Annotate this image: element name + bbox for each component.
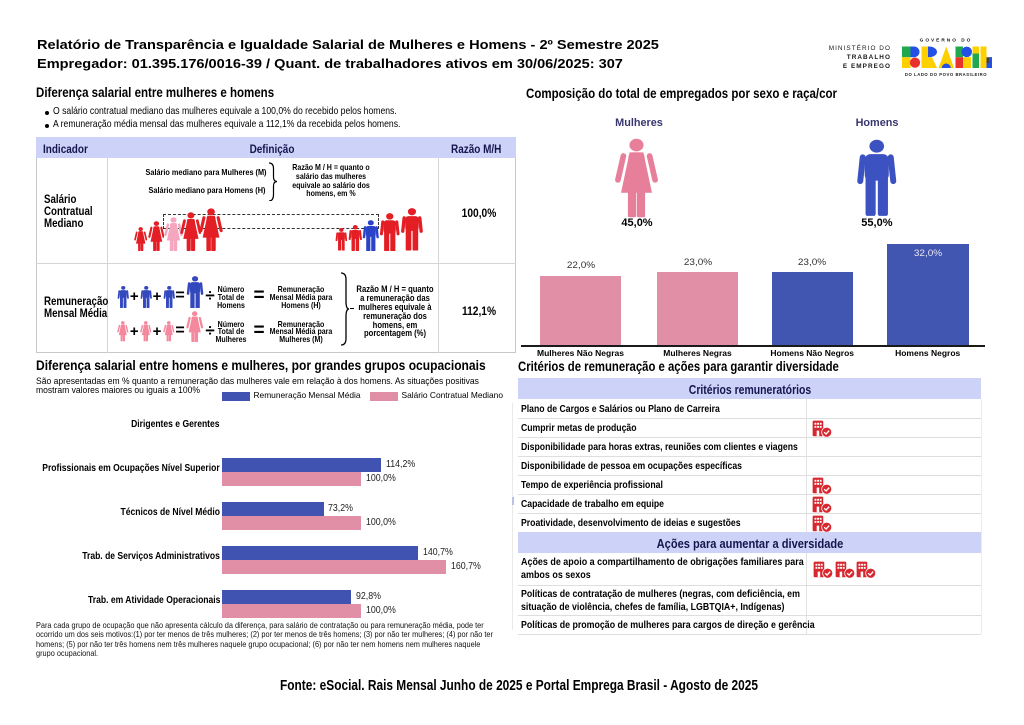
svg-text:DO LADO DO POVO BRASILEIRO: DO LADO DO POVO BRASILEIRO <box>905 72 987 77</box>
svg-text:GOVERNO DO: GOVERNO DO <box>920 38 973 44</box>
